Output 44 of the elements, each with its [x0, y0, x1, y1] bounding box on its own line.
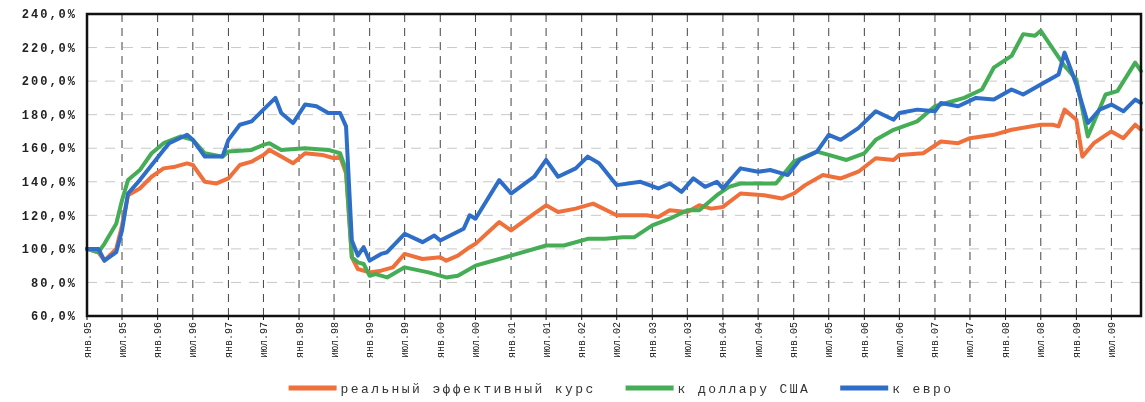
y-tick-label: 120,0%: [21, 209, 77, 224]
x-tick-label: июл.05: [824, 322, 836, 359]
x-tick-label: июл.08: [1036, 322, 1048, 359]
y-tick-label: 100,0%: [21, 243, 77, 258]
x-tick-label: янв.97: [223, 322, 235, 359]
y-tick-label: 200,0%: [21, 75, 77, 90]
x-tick-label: янв.05: [789, 322, 801, 359]
x-tick-label: июл.99: [400, 322, 412, 359]
x-tick-label: июл.98: [329, 322, 341, 359]
x-tick-label: янв.06: [859, 322, 871, 359]
legend-label: реальный эффективный курс: [340, 381, 596, 397]
x-tick-label: июл.96: [188, 322, 200, 359]
y-tick-label: 220,0%: [21, 41, 77, 56]
x-tick-label: янв.03: [647, 322, 659, 359]
x-tick-label: янв.04: [718, 322, 730, 359]
x-tick-label: июл.02: [612, 322, 624, 359]
legend-label: к доллару США: [677, 381, 811, 397]
x-tick-label: янв.01: [506, 322, 518, 359]
x-tick-label: янв.09: [1071, 322, 1083, 359]
x-tick-label: янв.08: [1001, 322, 1013, 359]
x-tick-label: июл.00: [470, 322, 482, 359]
x-tick-label: янв.99: [365, 322, 377, 359]
x-tick-label: июл.97: [258, 322, 270, 359]
x-tick-label: июл.95: [117, 322, 129, 359]
x-tick-label: янв.96: [153, 322, 165, 359]
x-tick-label: янв.98: [294, 322, 306, 359]
x-tick-label: июл.07: [965, 322, 977, 359]
x-tick-label: июл.03: [682, 322, 694, 359]
legend-label: к евро: [892, 381, 954, 397]
x-tick-label: июл.09: [1106, 322, 1118, 359]
x-tick-label: июл.06: [894, 322, 906, 359]
x-tick-label: июл.04: [753, 322, 765, 359]
x-tick-label: янв.02: [577, 322, 589, 359]
y-tick-label: 140,0%: [21, 175, 77, 190]
x-tick-label: янв.00: [435, 322, 447, 359]
x-tick-label: янв.07: [930, 322, 942, 359]
x-tick-label: янв.95: [82, 322, 94, 359]
x-tick-label: июл.01: [541, 322, 553, 359]
y-tick-label: 60,0%: [30, 310, 77, 325]
y-tick-label: 80,0%: [30, 276, 77, 291]
y-tick-label: 160,0%: [21, 142, 77, 157]
y-tick-label: 180,0%: [21, 108, 77, 123]
y-tick-label: 240,0%: [21, 8, 77, 23]
line-series: [85, 50, 1143, 263]
